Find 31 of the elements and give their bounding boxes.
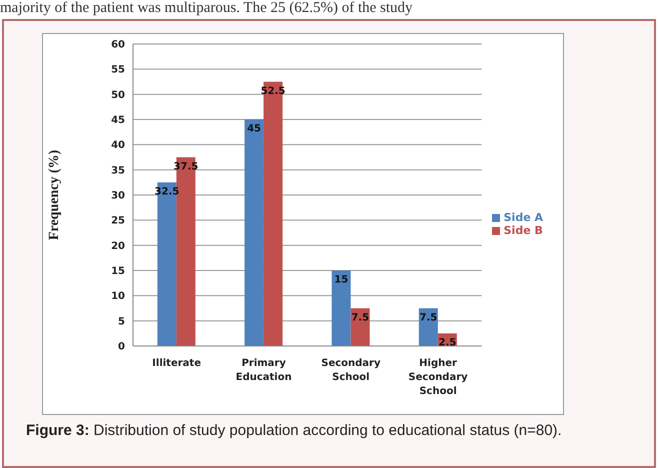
y-tick-label: 50 <box>111 90 126 101</box>
y-tick-label: 15 <box>111 266 126 278</box>
caption: Figure 3: Distribution of study population according to educational status (n=80). <box>26 422 562 439</box>
legend-label: Side A <box>504 211 543 224</box>
data-label: 2.5 <box>438 338 456 349</box>
x-tick-label: Primary Education <box>236 358 292 383</box>
y-tick-label: 55 <box>111 64 126 76</box>
data-label: 45 <box>247 124 262 135</box>
y-tick-label: 40 <box>111 140 126 152</box>
y-tick-label: 0 <box>118 342 126 353</box>
y-tick-label: 35 <box>111 165 126 176</box>
y-tick-label: 20 <box>111 240 126 252</box>
bar <box>264 82 283 346</box>
bar <box>332 270 351 346</box>
x-tick-label: Higher Secondary School <box>408 358 468 397</box>
text: majority of the patient was multiparous. The 25 (62.5%) of the study <box>0 0 414 17</box>
bar <box>244 120 264 346</box>
data-label: 7.5 <box>420 312 438 324</box>
bar <box>157 182 176 346</box>
x-tick-label: Secondary School <box>321 358 381 383</box>
y-tick-label: 25 <box>111 216 126 227</box>
data-label: 7.5 <box>351 312 370 324</box>
x-tick-label: Illiterate <box>152 358 202 369</box>
y-tick-label: 60 <box>111 40 126 51</box>
y-tick-label: 30 <box>111 190 126 202</box>
y-axis-title: Frequency (%) <box>46 149 62 240</box>
y-tick-label: 45 <box>111 115 126 126</box>
data-label: 15 <box>334 274 348 286</box>
y-tick-label: 10 <box>111 291 126 302</box>
y-tick-label: 5 <box>118 316 126 328</box>
legend-label: Side B <box>504 224 543 237</box>
